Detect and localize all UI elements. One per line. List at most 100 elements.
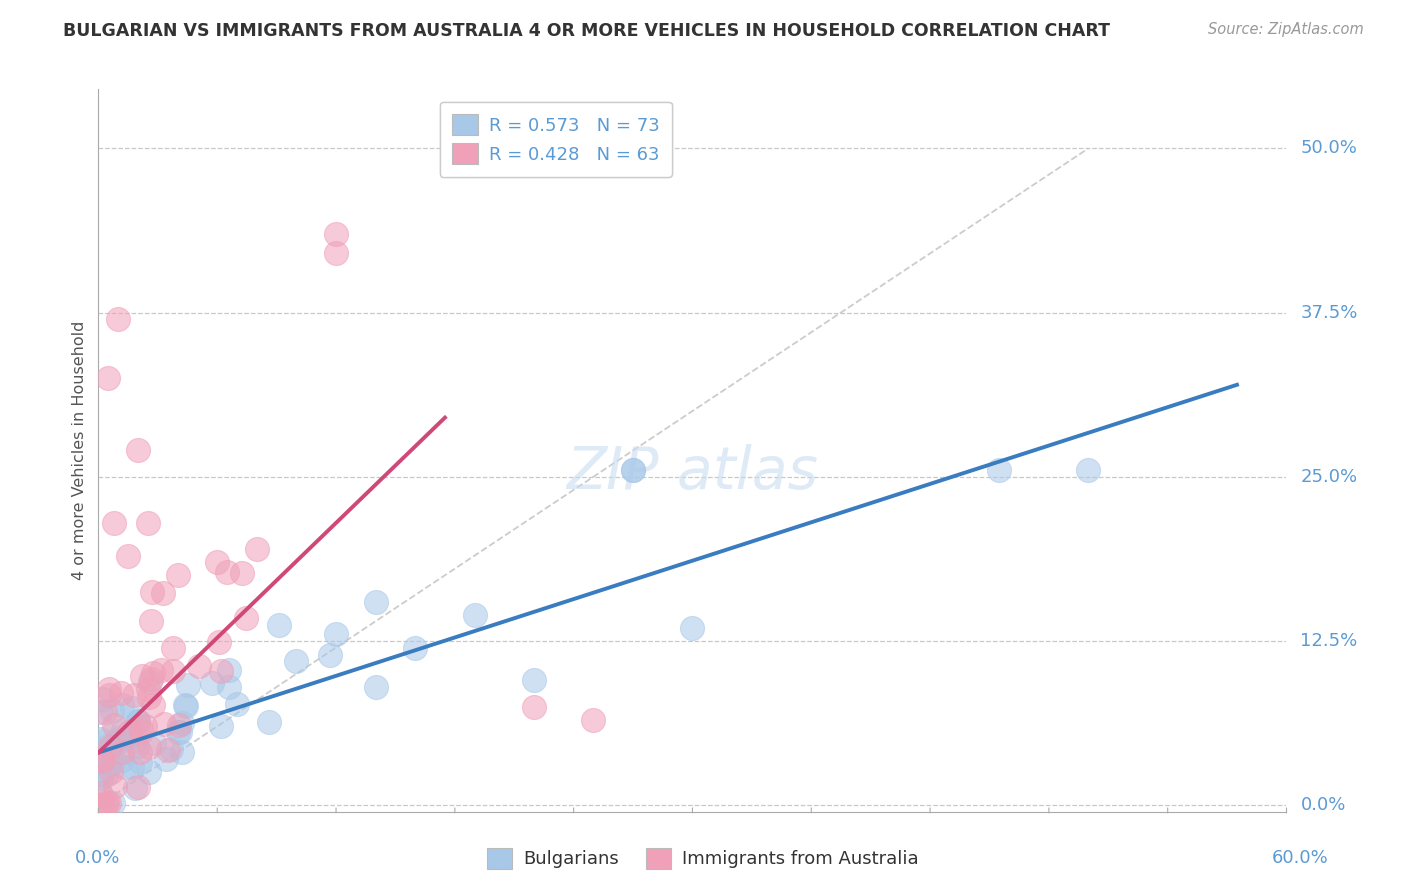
Point <box>90 772 112 786</box>
Point <box>127 714 149 728</box>
Point <box>464 607 486 622</box>
Point <box>325 227 347 241</box>
Point <box>681 621 703 635</box>
Point <box>231 566 253 580</box>
Point <box>90 754 112 768</box>
Point <box>218 680 240 694</box>
Point <box>122 688 145 702</box>
Point <box>205 555 228 569</box>
Point <box>101 796 124 810</box>
Point <box>152 716 174 731</box>
Text: 37.5%: 37.5% <box>1301 303 1358 321</box>
Point <box>208 635 231 649</box>
Point <box>89 786 111 800</box>
Point <box>89 705 111 719</box>
Point <box>325 627 347 641</box>
Point <box>169 725 191 739</box>
Point <box>111 698 134 712</box>
Point <box>167 718 190 732</box>
Point <box>621 463 644 477</box>
Point <box>141 585 163 599</box>
Point <box>131 669 153 683</box>
Point <box>112 723 135 737</box>
Point <box>98 688 121 702</box>
Point <box>142 736 165 750</box>
Point <box>267 618 290 632</box>
Point <box>134 719 156 733</box>
Point <box>124 733 146 747</box>
Point <box>107 312 129 326</box>
Point <box>127 739 149 754</box>
Point <box>128 755 150 769</box>
Point <box>91 789 114 803</box>
Point <box>91 798 114 813</box>
Point <box>136 516 159 530</box>
Text: 0.0%: 0.0% <box>75 849 120 867</box>
Point <box>89 767 111 781</box>
Point <box>91 752 114 766</box>
Text: 60.0%: 60.0% <box>1272 849 1329 867</box>
Point <box>364 594 387 608</box>
Point <box>127 714 149 729</box>
Point <box>1077 463 1099 477</box>
Point <box>209 665 232 679</box>
Point <box>120 728 142 742</box>
Point <box>104 733 127 747</box>
Point <box>110 685 132 699</box>
Point <box>89 731 111 746</box>
Point <box>582 713 605 727</box>
Point <box>93 752 115 766</box>
Text: BULGARIAN VS IMMIGRANTS FROM AUSTRALIA 4 OR MORE VEHICLES IN HOUSEHOLD CORRELATI: BULGARIAN VS IMMIGRANTS FROM AUSTRALIA 4… <box>63 22 1111 40</box>
Point <box>215 565 238 579</box>
Point <box>176 678 198 692</box>
Point <box>136 682 159 697</box>
Point <box>226 697 249 711</box>
Text: ZIP atlas: ZIP atlas <box>567 443 818 500</box>
Point <box>138 674 160 689</box>
Point <box>166 568 188 582</box>
Point <box>988 463 1011 477</box>
Point <box>100 704 122 718</box>
Point <box>162 641 184 656</box>
Point <box>111 753 134 767</box>
Point <box>129 720 152 734</box>
Point <box>142 698 165 712</box>
Point <box>141 672 163 686</box>
Point <box>103 516 125 530</box>
Point <box>90 743 112 757</box>
Point <box>209 719 232 733</box>
Point <box>96 739 118 753</box>
Point <box>104 736 127 750</box>
Text: 25.0%: 25.0% <box>1301 467 1358 486</box>
Point <box>364 680 387 694</box>
Point <box>98 757 121 772</box>
Point <box>149 663 172 677</box>
Point <box>96 795 118 809</box>
Point <box>325 246 347 260</box>
Point <box>117 549 139 563</box>
Point <box>138 765 160 780</box>
Point <box>127 714 149 729</box>
Point <box>124 780 146 795</box>
Point <box>235 611 257 625</box>
Point <box>160 742 183 756</box>
Point <box>98 740 121 755</box>
Point <box>170 716 193 731</box>
Y-axis label: 4 or more Vehicles in Household: 4 or more Vehicles in Household <box>72 321 87 580</box>
Point <box>93 754 115 768</box>
Point <box>138 739 160 754</box>
Point <box>155 752 177 766</box>
Point <box>218 664 240 678</box>
Text: 12.5%: 12.5% <box>1301 632 1358 650</box>
Point <box>94 767 117 781</box>
Point <box>156 743 179 757</box>
Point <box>127 780 149 794</box>
Point <box>97 796 120 810</box>
Point <box>142 666 165 681</box>
Point <box>114 760 136 774</box>
Point <box>100 765 122 780</box>
Point <box>97 371 120 385</box>
Point <box>131 724 153 739</box>
Point <box>91 692 114 706</box>
Point <box>257 714 280 729</box>
